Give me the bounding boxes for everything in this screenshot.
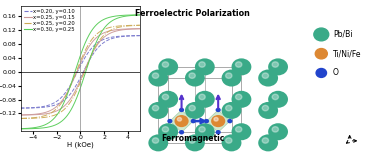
Circle shape (195, 123, 215, 140)
Text: Pb/Bi: Pb/Bi (333, 30, 353, 39)
Circle shape (262, 105, 268, 111)
Circle shape (235, 94, 242, 100)
Circle shape (215, 108, 221, 112)
Circle shape (148, 69, 168, 86)
Circle shape (148, 134, 168, 151)
Circle shape (199, 94, 205, 100)
Text: Ferroelectric Polarization: Ferroelectric Polarization (135, 9, 250, 18)
Text: O: O (333, 68, 339, 78)
Circle shape (185, 102, 205, 119)
Circle shape (235, 127, 242, 132)
Circle shape (215, 130, 221, 135)
X-axis label: H (kOe): H (kOe) (67, 141, 94, 148)
Circle shape (316, 69, 327, 77)
Circle shape (231, 123, 251, 140)
Circle shape (199, 62, 205, 67)
Polygon shape (170, 110, 193, 132)
Circle shape (185, 134, 205, 151)
Circle shape (268, 58, 288, 75)
Circle shape (226, 138, 232, 143)
Circle shape (211, 115, 225, 127)
Circle shape (314, 28, 329, 41)
Circle shape (189, 73, 195, 78)
Circle shape (162, 127, 169, 132)
Circle shape (152, 73, 159, 78)
Circle shape (268, 123, 288, 140)
Circle shape (158, 91, 178, 108)
Circle shape (162, 62, 169, 67)
Circle shape (167, 119, 172, 123)
Circle shape (185, 69, 205, 86)
Circle shape (231, 58, 251, 75)
Circle shape (179, 130, 184, 135)
Circle shape (158, 123, 178, 140)
Circle shape (272, 94, 279, 100)
Circle shape (189, 105, 195, 111)
Circle shape (258, 102, 278, 119)
Circle shape (262, 138, 268, 143)
Circle shape (258, 134, 278, 151)
Circle shape (226, 73, 232, 78)
Circle shape (315, 48, 327, 59)
Circle shape (235, 62, 242, 67)
Circle shape (175, 115, 189, 127)
Circle shape (152, 105, 159, 111)
Circle shape (231, 91, 251, 108)
Text: Ferromagnetic: Ferromagnetic (162, 134, 225, 143)
Circle shape (162, 94, 169, 100)
Circle shape (199, 127, 205, 132)
Circle shape (222, 134, 242, 151)
Circle shape (258, 69, 278, 86)
Polygon shape (206, 110, 230, 132)
Circle shape (195, 91, 215, 108)
Legend: x=0.20, y=0.10, x=0.25, y=0.15, x=0.25, y=0.20, x=0.30, y=0.25: x=0.20, y=0.10, x=0.25, y=0.15, x=0.25, … (23, 9, 76, 32)
Circle shape (191, 119, 196, 123)
Circle shape (262, 73, 268, 78)
Circle shape (214, 117, 218, 121)
Circle shape (226, 105, 232, 111)
Circle shape (179, 108, 184, 112)
Circle shape (227, 119, 232, 123)
Circle shape (148, 102, 168, 119)
Circle shape (152, 138, 159, 143)
Circle shape (158, 58, 178, 75)
Circle shape (222, 69, 242, 86)
Circle shape (189, 138, 195, 143)
Circle shape (177, 117, 181, 121)
Text: Ti/Ni/Fe: Ti/Ni/Fe (333, 49, 362, 58)
Circle shape (268, 91, 288, 108)
Circle shape (222, 102, 242, 119)
Circle shape (272, 127, 279, 132)
Circle shape (204, 119, 209, 123)
Circle shape (195, 58, 215, 75)
Circle shape (272, 62, 279, 67)
